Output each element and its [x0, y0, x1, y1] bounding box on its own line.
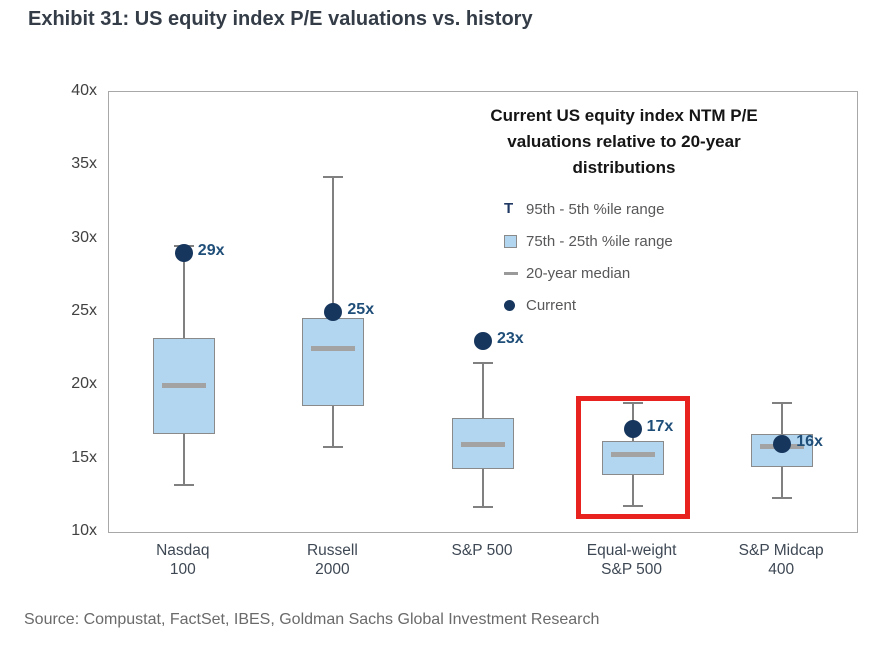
whisker-cap-bottom	[473, 506, 493, 509]
legend-title-line-2: valuations relative to 20-year	[507, 132, 741, 151]
legend-item-box-range: 75th - 25th %ile range	[504, 225, 764, 257]
legend-item-label: 20-year median	[526, 264, 631, 282]
current-dot	[474, 332, 492, 351]
whisker-cap-top	[473, 362, 493, 365]
box-range-icon	[504, 234, 517, 248]
plot-area: Current US equity index NTM P/E valuatio…	[108, 91, 858, 533]
current-dot-icon	[504, 299, 515, 311]
current-value-label: 16x	[796, 433, 823, 450]
y-tick-label: 35x	[71, 155, 97, 173]
legend-title-line-1: Current US equity index NTM P/E	[490, 106, 758, 125]
whisker-cap-top	[772, 401, 793, 404]
whisker-cap-bottom	[772, 497, 793, 500]
current-dot	[174, 244, 193, 263]
legend-items: T 95th - 5th %ile range 75th - 25th %ile…	[504, 193, 764, 321]
category-label: Russell 2000	[306, 542, 358, 578]
current-value-label: 23x	[497, 330, 524, 348]
exhibit-title: Exhibit 31: US equity index P/E valuatio…	[28, 8, 533, 30]
y-tick-label: 15x	[71, 448, 97, 466]
iqr-box	[302, 317, 365, 406]
y-tick-label: 10x	[71, 522, 97, 539]
whisker-cap-top	[622, 401, 643, 404]
median-dash	[461, 441, 505, 447]
current-value-label: 17x	[646, 418, 674, 436]
legend-item-label: 75th - 25th %ile range	[526, 232, 673, 250]
y-tick-label: 25x	[71, 302, 97, 319]
legend-item-label: Current	[526, 296, 577, 314]
whisker-range-icon: T	[504, 200, 514, 217]
legend-item-label: 95th - 5th %ile range	[526, 200, 665, 218]
legend-item-current: Current	[504, 289, 764, 321]
current-dot	[773, 435, 792, 453]
source-line: Source: Compustat, FactSet, IBES, Goldma…	[24, 611, 600, 628]
legend-item-median: 20-year median	[504, 257, 764, 289]
median-dash-icon	[504, 271, 518, 275]
current-dot	[623, 420, 642, 439]
median-dash	[161, 382, 206, 388]
current-value-label: 29x	[197, 242, 225, 260]
whisker-cap-bottom	[173, 484, 194, 487]
median-dash	[311, 346, 356, 352]
y-tick-label: 40x	[71, 82, 97, 99]
median-dash	[610, 451, 655, 457]
legend-item-whisker-range: T 95th - 5th %ile range	[504, 193, 764, 225]
whisker-cap-top	[323, 176, 344, 179]
y-tick-label: 20x	[71, 375, 97, 393]
current-value-label: 25x	[347, 301, 375, 318]
legend-title-line-3: distributions	[572, 158, 676, 177]
legend: Current US equity index NTM P/E valuatio…	[399, 103, 849, 181]
whisker-cap-bottom	[323, 445, 344, 448]
category-label: S&P Midcap 400	[738, 542, 824, 578]
category-label: Equal-weight S&P 500	[586, 542, 677, 578]
highlight-box	[575, 395, 690, 519]
current-dot	[324, 303, 343, 321]
category-label: Nasdaq 100	[156, 542, 210, 578]
whisker-cap-bottom	[622, 504, 643, 507]
category-label: S&P 500	[451, 542, 513, 559]
iqr-box	[601, 441, 664, 475]
y-tick-label: 30x	[71, 228, 97, 246]
